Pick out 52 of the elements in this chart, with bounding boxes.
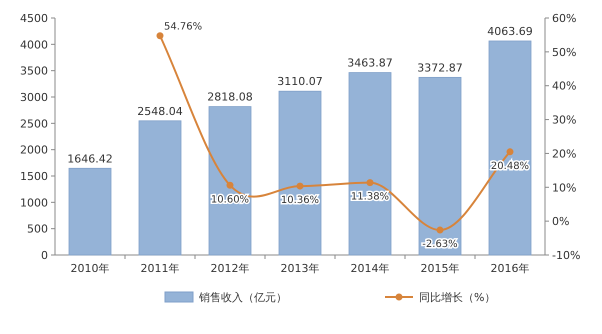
legend-label: 销售收入（亿元） — [198, 291, 287, 304]
point — [506, 148, 514, 156]
data-label: 3372.87 — [417, 61, 463, 74]
bar — [278, 90, 322, 256]
x-tick-label: 2015年 — [420, 262, 460, 275]
y2-tick-label: 20% — [552, 147, 576, 160]
y2-tick-label: 50% — [552, 46, 576, 59]
point — [226, 182, 234, 189]
x-tick-label: 2012年 — [210, 262, 250, 275]
y-tick-label: 2500 — [20, 117, 48, 130]
y-tick-label: 3000 — [20, 91, 48, 104]
data-label: 2548.04 — [137, 104, 183, 118]
y2-tick-label: -10% — [552, 249, 580, 262]
data-label: 3463.87 — [347, 56, 393, 70]
point — [156, 32, 164, 40]
y2-tick-label: 10% — [552, 181, 576, 194]
y-tick-label: 4000 — [20, 38, 48, 52]
data-label: 3110.07 — [277, 75, 323, 88]
bar — [138, 120, 182, 256]
y-tick-label: 2000 — [20, 144, 48, 157]
y-tick-label: 3500 — [20, 64, 48, 78]
point — [366, 179, 374, 186]
y2-tick-label: 40% — [552, 80, 576, 93]
data-label: 4063.69 — [487, 24, 533, 38]
y-tick-label: 500 — [27, 222, 48, 236]
x-tick-label: 2016年 — [490, 262, 530, 275]
bar — [418, 76, 462, 256]
y-tick-label: 1500 — [20, 170, 48, 183]
y2-tick-label: 0% — [552, 215, 570, 228]
y-tick-label: 0 — [41, 249, 48, 262]
bar — [208, 106, 252, 256]
legend-label: 同比增长（%） — [419, 291, 496, 304]
y-tick-label: 1000 — [20, 196, 48, 210]
point — [436, 226, 444, 234]
data-label: 10.36% — [280, 195, 320, 206]
data-label: 2818.08 — [207, 90, 253, 104]
data-label: 10.60% — [210, 194, 250, 206]
data-label: 54.76% — [164, 22, 202, 33]
bar — [348, 72, 392, 256]
y2-tick-label: 60% — [552, 12, 576, 25]
bar — [488, 40, 532, 256]
data-label: 1646.42 — [67, 152, 113, 166]
y-tick-label: 4500 — [20, 12, 48, 25]
bar — [68, 168, 112, 256]
x-tick-label: 2010年 — [70, 262, 110, 275]
y2-tick-label: 30% — [552, 114, 576, 127]
x-tick-label: 2013年 — [280, 262, 320, 275]
point — [296, 182, 304, 190]
data-label: 11.38% — [350, 192, 390, 203]
x-tick-label: 2014年 — [350, 262, 390, 275]
data-label: -2.63% — [422, 239, 458, 250]
x-tick-label: 2011年 — [140, 262, 180, 275]
